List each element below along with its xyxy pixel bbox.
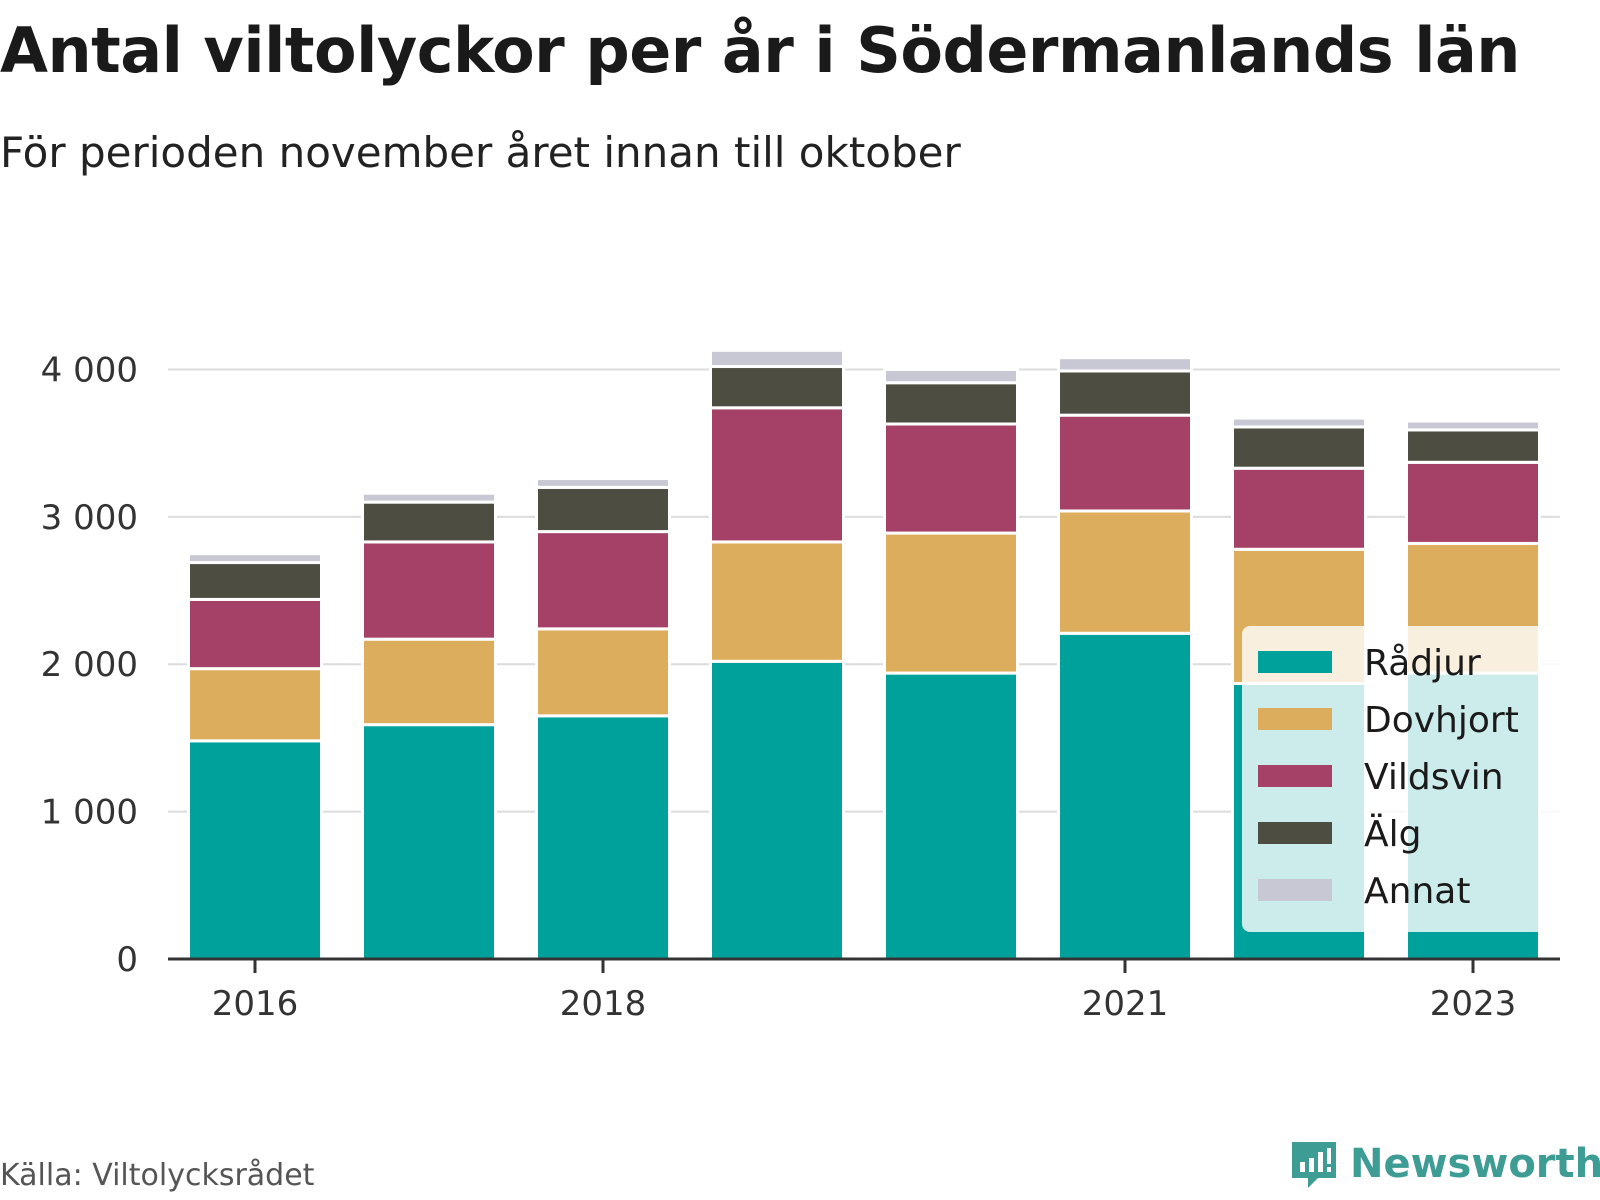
legend-label: Rådjur [1364,643,1481,684]
bar-segment [883,671,1019,961]
bar-segment [1057,509,1193,635]
bar-segment [187,597,323,671]
bar-segment [883,367,1019,385]
legend-swatch [1258,879,1332,901]
bar-segment [1405,460,1541,545]
brand-name: Newsworthy [1350,1141,1600,1187]
y-tick-label: 4 000 [41,350,138,390]
y-tick-label: 2 000 [41,645,138,685]
legend-box [1242,626,1562,932]
bar-segment [1231,466,1367,551]
bar-segment [1405,428,1541,464]
bar-segment [1057,631,1193,961]
bar-segment [361,540,497,641]
bar-segment [187,667,323,743]
x-tick-label: 2021 [1082,984,1169,1024]
y-tick-label: 0 [116,940,138,980]
bar-segment [187,552,323,565]
bar-segment [535,627,671,718]
bar-segment [709,348,845,369]
legend: Rådjur Dovhjort Vildsvin Älg Annat [1242,626,1562,932]
bar-segment [709,540,845,663]
source-note: Källa: Viltolycksrådet [0,1158,315,1193]
bar-segment [1057,413,1193,513]
bar-segment [883,422,1019,535]
y-tick-label: 3 000 [41,498,138,538]
bar-segment [1231,425,1367,470]
bar-segment [361,637,497,727]
bar-segment [1231,416,1367,429]
x-tick-label: 2018 [560,984,647,1024]
legend-swatch [1258,708,1332,730]
bar-segment [187,561,323,601]
bar-segment [709,365,845,410]
bar-segment [1057,369,1193,417]
bar-segment [361,500,497,544]
bar-segment [1405,419,1541,432]
legend-swatch [1258,765,1332,787]
legend-label: Vildsvin [1364,757,1504,798]
newsworthy-logo-icon [1292,1142,1336,1188]
bar-segment [883,381,1019,426]
bar-segment [883,531,1019,675]
bar-segment [709,659,845,961]
axes: 2016 2018 2021 2023 [168,957,1560,1024]
x-tick-label: 2023 [1430,984,1517,1024]
bar-segment [187,739,323,961]
legend-label: Dovhjort [1364,700,1519,741]
chart-title: Antal viltolyckor per år i Södermanlands… [0,14,1520,87]
bar-segment [709,406,845,544]
bar-segment [361,723,497,961]
bar-segment [535,530,671,631]
bar-segment [535,714,671,961]
y-tick-label: 1 000 [41,793,138,833]
chart-subtitle: För perioden november året innan till ok… [0,128,961,177]
bar-segment [361,491,497,504]
bar-segment [535,477,671,489]
legend-swatch [1258,651,1332,673]
bar-segment [1057,356,1193,373]
x-tick-label: 2016 [212,984,299,1024]
legend-swatch [1258,822,1332,844]
legend-label: Älg [1364,813,1421,855]
bar-segment [535,485,671,534]
brand: Newsworthy [1288,1138,1600,1190]
legend-label: Annat [1364,871,1470,912]
